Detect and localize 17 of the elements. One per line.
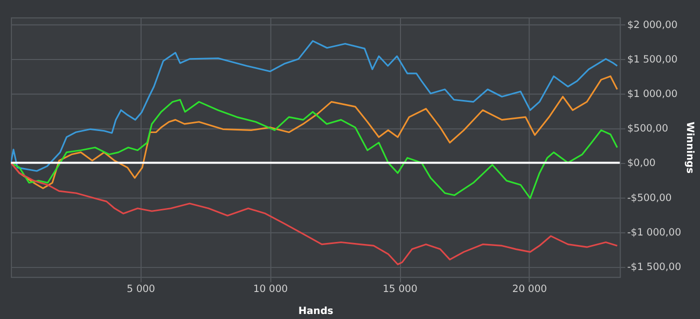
y-tick-label: $1 000,00 [627, 88, 678, 100]
y-tick-label: $0,00 [627, 158, 656, 170]
x-axis-title: Hands [298, 306, 334, 317]
x-tick-label: 20 000 [512, 284, 547, 296]
y-tick-label: $1 500,00 [627, 54, 678, 66]
line-series [10, 40, 618, 172]
line-series [10, 162, 618, 266]
line-series [10, 98, 618, 200]
y-axis-title: Winnings [684, 122, 696, 174]
x-tick-label: 10 000 [253, 284, 288, 296]
y-tick-label: -$1 000,00 [627, 227, 682, 238]
y-tick-label: $2 000,00 [627, 20, 678, 31]
x-tick-label: 5 000 [126, 284, 156, 296]
x-tick-label: 15 000 [382, 284, 418, 296]
y-tick-label: $500,00 [627, 124, 668, 135]
y-tick-label: -$500,00 [627, 192, 672, 204]
y-tick-label: -$1 500,00 [627, 262, 682, 273]
